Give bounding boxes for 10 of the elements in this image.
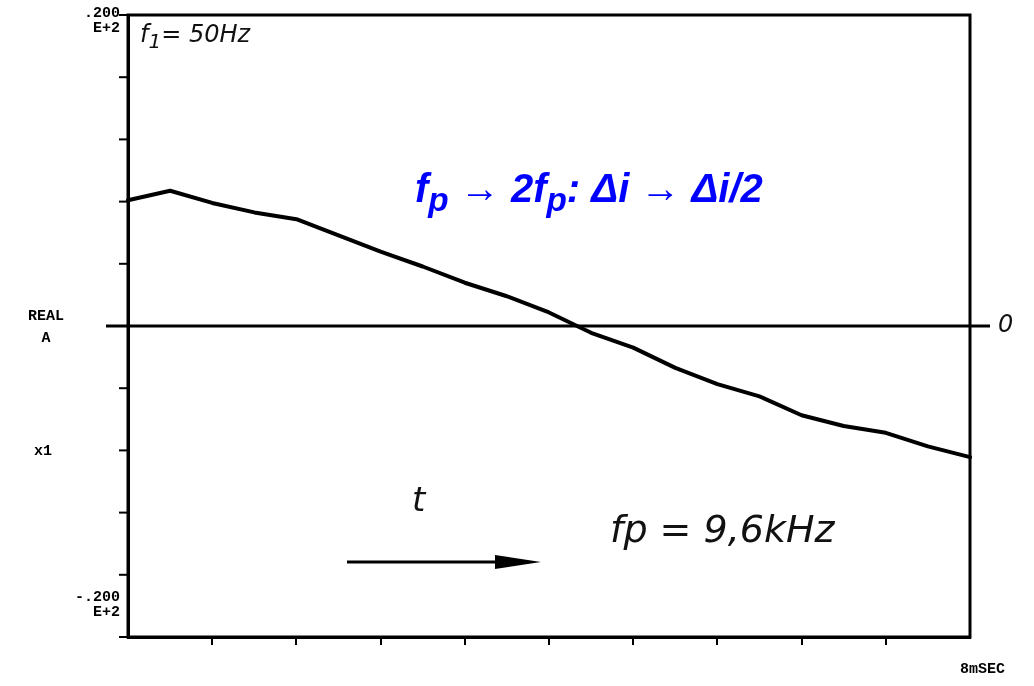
- text: f$_{1}$= 50Hz: [140, 20, 251, 53]
- ref-line-label: 0: [998, 310, 1014, 339]
- text: -.200 E+2: [74, 589, 120, 621]
- text: x1: [34, 443, 53, 460]
- text: 8mSEC: [960, 661, 1006, 678]
- text: fp = 9,6kHz: [610, 507, 835, 551]
- text: t: [412, 479, 426, 519]
- y-axis-title: REAL A: [27, 308, 65, 347]
- annotation: f$_{p}$ → 2f$_{p}$: Δi → Δi/2: [415, 166, 763, 218]
- text: .200 E+2: [83, 5, 120, 37]
